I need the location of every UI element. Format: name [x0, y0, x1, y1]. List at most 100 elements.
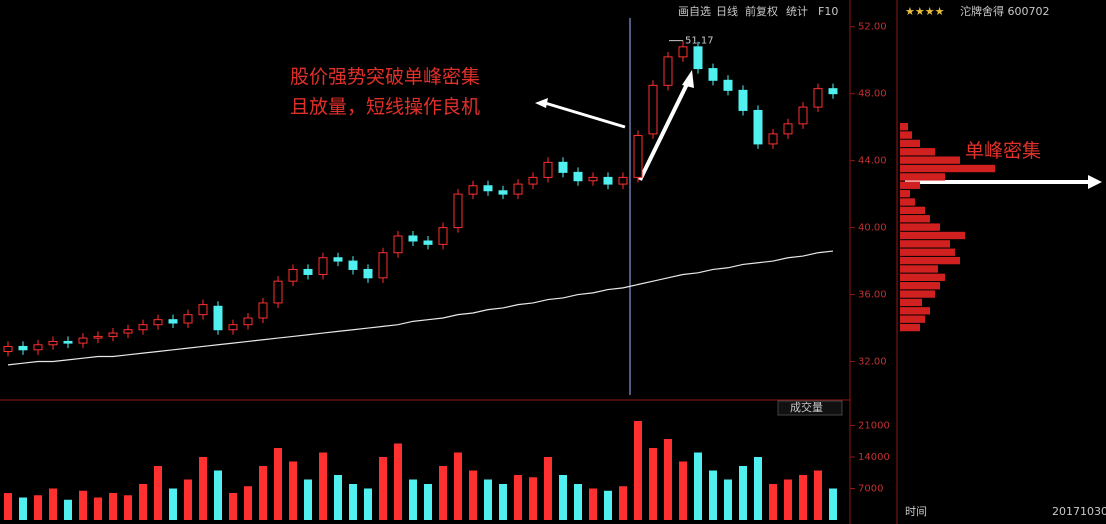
candle-body — [723, 79, 733, 91]
volume-bar — [649, 448, 657, 520]
candle-body — [648, 84, 658, 135]
candle-body — [783, 123, 793, 135]
arrow — [544, 101, 626, 129]
candle-body — [423, 240, 433, 245]
candle-body — [468, 185, 478, 195]
volume-bar — [79, 490, 87, 520]
candle-body — [273, 280, 283, 304]
toolbar-item[interactable]: 前复权 — [745, 4, 778, 18]
legend-box[interactable] — [777, 400, 843, 416]
volume-bar — [124, 495, 132, 520]
candle-body — [708, 68, 718, 81]
candle-body — [198, 304, 208, 316]
volume-bar — [484, 479, 492, 520]
volume-bar — [169, 488, 177, 520]
toolbar-item[interactable]: 统计 — [786, 5, 808, 18]
volume-bar — [709, 470, 717, 520]
y-tick-label: 36.00 — [858, 290, 887, 301]
toolbar-item[interactable]: 日线 — [716, 4, 738, 18]
stars: ★★★★ — [905, 5, 945, 18]
volume-bar — [664, 439, 672, 520]
candle-body — [153, 319, 163, 326]
candle-body — [18, 345, 28, 351]
y-tick-label: 21000 — [858, 421, 890, 432]
volume-bar — [679, 461, 687, 520]
chip-bar — [900, 248, 955, 256]
chip-bar — [900, 198, 915, 206]
volume-bar — [289, 461, 297, 520]
chip-bar — [900, 307, 930, 315]
volume-bar — [409, 479, 417, 520]
chip-bar — [900, 164, 995, 173]
volume-bar — [34, 495, 42, 520]
chip-bar — [900, 173, 945, 181]
volume-bar — [199, 457, 207, 520]
volume-bar — [454, 452, 462, 520]
candle-body — [543, 161, 553, 178]
y-tick-label: 40.00 — [858, 223, 887, 234]
volume-bar — [244, 486, 252, 520]
volume-bar — [469, 470, 477, 520]
candle-body — [258, 302, 268, 319]
volume-bar — [634, 421, 642, 520]
candle-body — [33, 344, 43, 351]
volume-bar — [739, 466, 747, 520]
label: 时间 — [905, 505, 927, 518]
volume-bar — [499, 484, 507, 520]
volume-bar — [604, 490, 612, 520]
chip-bar — [900, 215, 930, 223]
volume-bar — [619, 486, 627, 520]
volume-bar — [544, 457, 552, 520]
volume-bar — [439, 466, 447, 520]
chip-bar — [900, 323, 920, 332]
toolbar-item[interactable]: F10 — [818, 5, 838, 18]
volume-bar — [559, 475, 567, 520]
annotation: 且放量，短线操作良机 — [290, 96, 480, 118]
candle-body — [168, 319, 178, 324]
chip-bar — [900, 282, 940, 290]
candle-body — [48, 340, 58, 346]
candle-body — [798, 106, 808, 125]
chip-bar — [900, 240, 950, 248]
peak-label: 51.17 — [685, 36, 714, 47]
candle-body — [693, 46, 703, 70]
candle-body — [363, 268, 373, 279]
candle-body — [678, 46, 688, 58]
candle-body — [768, 133, 778, 145]
chip-bar — [900, 231, 965, 240]
candle-body — [303, 268, 313, 275]
volume-bar — [589, 488, 597, 520]
volume-bar — [4, 493, 12, 520]
volume-bar — [754, 457, 762, 520]
chip-bar — [900, 273, 945, 282]
annotation: 股价强势突破单峰密集 — [290, 66, 480, 88]
candle-body — [558, 161, 568, 173]
candle-body — [498, 190, 508, 195]
toolbar-item[interactable]: 画自选 — [678, 5, 711, 18]
y-tick-label: 7000 — [858, 484, 883, 495]
candle-body — [738, 89, 748, 111]
chip-bar — [900, 189, 910, 198]
volume-bar — [364, 488, 372, 520]
stock-name: 沱牌舍得 600702 — [960, 4, 1050, 18]
date-label: 20171030 — [1052, 505, 1106, 518]
candle-body — [483, 185, 493, 192]
candle-body — [63, 340, 73, 344]
volume-bar — [139, 484, 147, 520]
volume-bar — [814, 470, 822, 520]
volume-bar — [694, 452, 702, 520]
candle-body — [633, 135, 643, 178]
candle-body — [378, 252, 388, 279]
candle-body — [828, 88, 838, 95]
volume-bar — [799, 475, 807, 520]
volume-bar — [109, 493, 117, 520]
candle-body — [333, 257, 343, 262]
volume-bar — [184, 479, 192, 520]
volume-bar — [259, 466, 267, 520]
candle-body — [453, 193, 463, 229]
candle-body — [573, 171, 583, 182]
volume-bar — [334, 475, 342, 520]
y-tick-label: 32.00 — [858, 357, 887, 368]
volume-bar — [19, 497, 27, 520]
volume-bar — [769, 484, 777, 520]
